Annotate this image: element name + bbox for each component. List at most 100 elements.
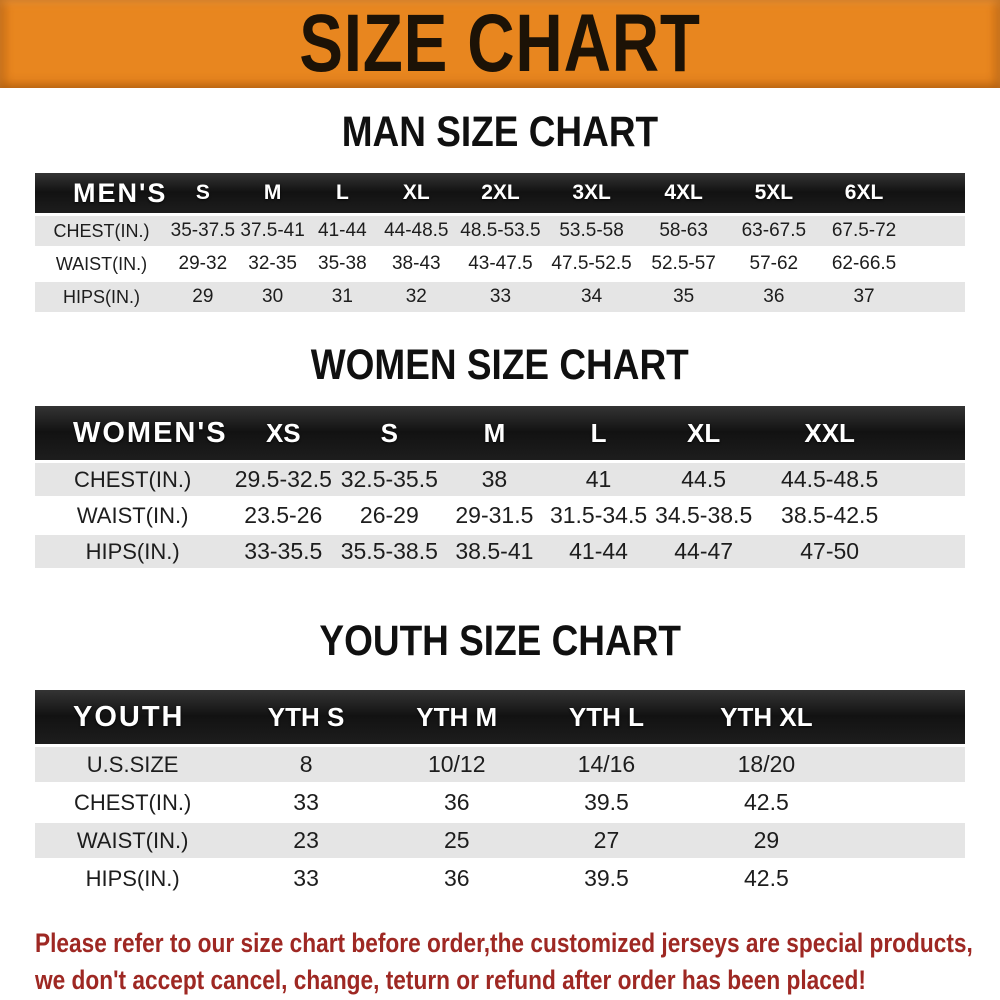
size-chart-banner: SIZE CHART [0, 0, 1000, 88]
size-value-cell: 57-62 [729, 249, 819, 279]
size-value-cell: 29-32 [167, 249, 238, 279]
size-column-header: YTH XL [681, 690, 852, 744]
measurement-row: WAIST(IN.) 23 25 27 29 [35, 823, 965, 858]
table-corner-label: YOUTH [35, 690, 231, 744]
measurement-row: CHEST(IN.) 33 36 39.5 42.5 [35, 785, 965, 820]
measurement-row-label: WAIST(IN.) [35, 823, 231, 858]
size-value-cell: 67.5-72 [818, 216, 911, 246]
size-value-cell: 36 [381, 785, 532, 820]
row-spacer [910, 282, 965, 312]
size-value-cell: 36 [729, 282, 819, 312]
size-column-header: XS [230, 406, 337, 460]
size-value-cell: 30 [237, 282, 308, 312]
size-value-cell: 10/12 [381, 747, 532, 782]
man-size-chart-heading: MAN SIZE CHART [341, 108, 659, 156]
order-notice: Please refer to our size chart before or… [35, 925, 1000, 999]
size-value-cell: 26-29 [336, 499, 443, 532]
measurement-row: CHEST(IN.) 29.5-32.5 32.5-35.5 38 41 44.5 44.5… [35, 463, 965, 496]
header-spacer [851, 690, 965, 744]
size-column-header: 5XL [729, 173, 819, 213]
size-value-cell: 52.5-57 [637, 249, 730, 279]
measurement-row-label: HIPS(IN.) [35, 535, 231, 568]
size-value-cell: 41-44 [307, 216, 378, 246]
size-value-cell: 23.5-26 [230, 499, 337, 532]
measurement-row-label: CHEST(IN.) [35, 785, 231, 820]
table-header-row: YOUTH YTH S YTH M YTH L YTH XL [35, 690, 965, 744]
size-value-cell: 33-35.5 [230, 535, 337, 568]
size-value-cell: 47.5-52.5 [545, 249, 638, 279]
size-value-cell: 38.5-42.5 [756, 499, 903, 532]
youth-size-table: YOUTH YTH S YTH M YTH L YTH XL U.S.SIZE 8 10/12… [35, 687, 965, 899]
youth-size-chart-heading: YOUTH SIZE CHART [319, 617, 681, 665]
size-value-cell: 29-31.5 [442, 499, 547, 532]
size-value-cell: 39.5 [531, 861, 682, 896]
women-size-chart-heading: WOMEN SIZE CHART [310, 341, 689, 389]
size-column-header: 4XL [637, 173, 730, 213]
size-value-cell: 23 [230, 823, 382, 858]
order-notice-line-1: Please refer to our size chart before or… [35, 928, 973, 958]
size-value-cell: 44-47 [650, 535, 757, 568]
size-value-cell: 33 [230, 785, 382, 820]
men-size-table: MEN'S S M L XL 2XL 3XL 4XL 5XL 6XL CHEST(IN.) 35-37… [35, 170, 965, 315]
size-value-cell: 38-43 [377, 249, 456, 279]
size-value-cell: 29.5-32.5 [230, 463, 337, 496]
size-column-header: XXL [756, 406, 903, 460]
row-spacer [851, 861, 965, 896]
size-value-cell: 33 [455, 282, 546, 312]
size-column-header: XL [650, 406, 757, 460]
table-corner-label: WOMEN'S [35, 406, 231, 460]
row-spacer [851, 785, 965, 820]
size-value-cell: 37.5-41 [237, 216, 308, 246]
measurement-row: HIPS(IN.) 29 30 31 32 33 34 35 36 37 [35, 282, 965, 312]
table-header-row: WOMEN'S XS S M L XL XXL [35, 406, 965, 460]
size-value-cell: 44-48.5 [377, 216, 456, 246]
size-column-header: YTH L [531, 690, 682, 744]
order-notice-line-2: we don't accept cancel, change, teturn o… [35, 965, 866, 995]
size-value-cell: 44.5 [650, 463, 757, 496]
women-size-table: WOMEN'S XS S M L XL XXL CHEST(IN.) 29.5-32.5 32.5… [35, 403, 965, 571]
size-column-header: 3XL [545, 173, 638, 213]
row-spacer [902, 463, 965, 496]
size-value-cell: 32.5-35.5 [336, 463, 443, 496]
size-value-cell: 42.5 [681, 861, 852, 896]
size-column-header: S [167, 173, 238, 213]
size-value-cell: 34.5-38.5 [650, 499, 757, 532]
measurement-row: WAIST(IN.) 29-32 32-35 35-38 38-43 43-47.5 47.… [35, 249, 965, 279]
size-value-cell: 32 [377, 282, 456, 312]
header-spacer [910, 173, 965, 213]
size-value-cell: 29 [681, 823, 852, 858]
measurement-row: HIPS(IN.) 33 36 39.5 42.5 [35, 861, 965, 896]
size-value-cell: 38 [442, 463, 547, 496]
measurement-row: U.S.SIZE 8 10/12 14/16 18/20 [35, 747, 965, 782]
row-spacer [851, 747, 965, 782]
measurement-row-label: HIPS(IN.) [35, 282, 168, 312]
size-value-cell: 41-44 [546, 535, 651, 568]
size-value-cell: 58-63 [637, 216, 730, 246]
measurement-row-label: CHEST(IN.) [35, 216, 168, 246]
measurement-row: CHEST(IN.) 35-37.5 37.5-41 41-44 44-48.5 48.5… [35, 216, 965, 246]
size-value-cell: 32-35 [237, 249, 308, 279]
row-spacer [910, 216, 965, 246]
size-value-cell: 47-50 [756, 535, 903, 568]
size-value-cell: 44.5-48.5 [756, 463, 903, 496]
table-corner-label: MEN'S [35, 173, 168, 213]
size-value-cell: 41 [546, 463, 651, 496]
size-value-cell: 18/20 [681, 747, 852, 782]
size-column-header: 2XL [455, 173, 546, 213]
size-column-header: XL [377, 173, 456, 213]
row-spacer [851, 823, 965, 858]
size-value-cell: 43-47.5 [455, 249, 546, 279]
size-value-cell: 8 [230, 747, 382, 782]
size-value-cell: 35 [637, 282, 730, 312]
size-value-cell: 29 [167, 282, 238, 312]
size-value-cell: 63-67.5 [729, 216, 819, 246]
size-value-cell: 31.5-34.5 [546, 499, 651, 532]
size-chart-title: SIZE CHART [299, 0, 701, 89]
row-spacer [902, 535, 965, 568]
size-value-cell: 34 [545, 282, 638, 312]
size-value-cell: 14/16 [531, 747, 682, 782]
size-column-header: L [307, 173, 378, 213]
size-value-cell: 27 [531, 823, 682, 858]
size-value-cell: 48.5-53.5 [455, 216, 546, 246]
size-value-cell: 33 [230, 861, 382, 896]
